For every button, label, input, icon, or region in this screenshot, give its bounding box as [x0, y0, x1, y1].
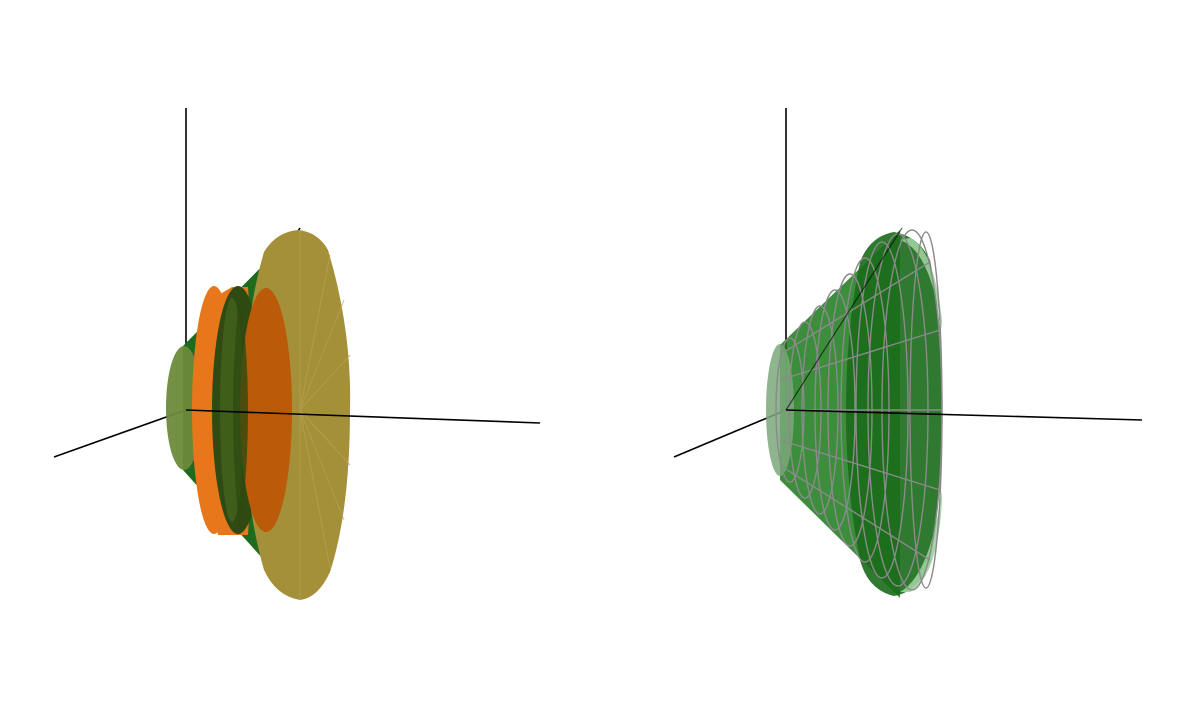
inner-disc-left — [240, 288, 292, 532]
viewport-right[interactable] — [600, 0, 1200, 712]
viewport-left[interactable] — [0, 0, 600, 712]
axis-diag-right — [785, 227, 903, 411]
scene-right-svg — [673, 108, 1143, 598]
axis-y-front-left — [185, 409, 541, 424]
axis-x-left — [53, 409, 187, 458]
scene-left-svg — [53, 108, 541, 600]
cone-lip-facets-left — [299, 230, 351, 600]
shell-grid-right — [775, 229, 943, 591]
shell-lip-right — [846, 232, 943, 596]
axis-y-right — [785, 409, 1143, 421]
